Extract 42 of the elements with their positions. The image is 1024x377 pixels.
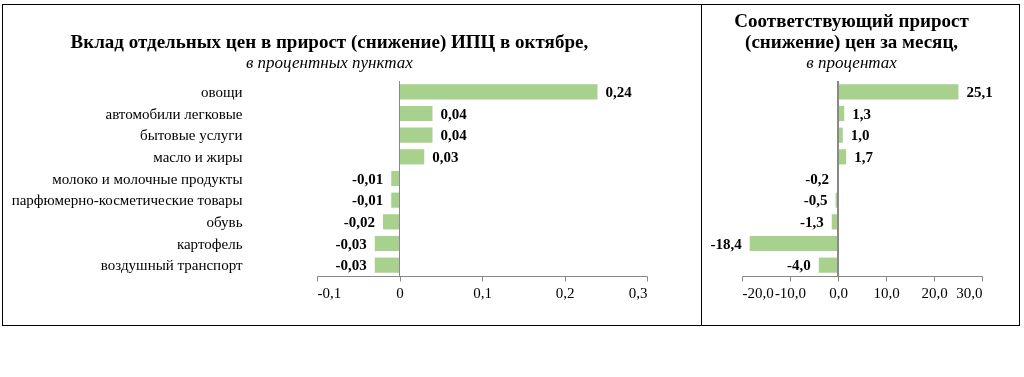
data-label: -0,02 — [343, 213, 375, 230]
y-tick-label: воздушный транспорт — [100, 257, 243, 274]
x-tick-label: -10,0 — [774, 284, 807, 301]
data-label: 1,0 — [850, 127, 870, 144]
x-tick-label: 0,0 — [829, 284, 848, 301]
data-label: -4,0 — [787, 257, 811, 274]
data-label: 1,7 — [854, 148, 874, 165]
data-label: 25,1 — [966, 83, 993, 100]
x-tick-label: -20,0 — [742, 284, 774, 301]
data-label: 1,3 — [852, 105, 871, 122]
data-label: 0,24 — [605, 83, 633, 100]
x-tick-label: 10,0 — [873, 284, 900, 301]
data-label: -18,4 — [710, 235, 743, 252]
data-label: -1,3 — [800, 213, 824, 230]
data-label: 0,03 — [432, 148, 459, 165]
x-tick-label: 0 — [396, 284, 404, 301]
chart-subtitle: в процентах — [806, 52, 898, 72]
x-tick-label: 0,2 — [555, 284, 575, 301]
y-tick-label: бытовые услуги — [140, 127, 243, 144]
data-label: -0,01 — [352, 192, 384, 209]
y-tick-label: обувь — [206, 213, 243, 230]
data-label: -0,2 — [805, 170, 830, 187]
x-tick-label: 20,0 — [921, 284, 948, 301]
y-tick-label: автомобили легковые — [105, 105, 243, 122]
y-tick-label: овощи — [200, 83, 243, 100]
data-label: 0,04 — [440, 127, 468, 144]
chart-title: Соответствующий прирост (снижение) цен за месяц, — [734, 9, 970, 53]
y-tick-label: картофель — [176, 235, 243, 252]
x-tick-label: 30,0 — [956, 284, 983, 301]
chart-subtitle: в процентных пунктах — [245, 52, 414, 72]
data-label: 0,04 — [440, 105, 468, 122]
data-label: -0,03 — [335, 235, 367, 252]
y-tick-label: молоко и молочные продукты — [52, 170, 243, 187]
chart-title: Вклад отдельных цен в прирост (снижение) ИПЦ в октябре, — [70, 30, 589, 53]
x-tick-label: 0,1 — [473, 284, 492, 301]
x-tick-label: -0,1 — [317, 284, 342, 301]
y-tick-label: парфюмерно-косметические товары — [11, 192, 243, 209]
data-label: -0,01 — [352, 170, 384, 187]
y-tick-label: масло и жиры — [153, 148, 243, 165]
data-label: -0,5 — [803, 192, 828, 209]
data-label: -0,03 — [335, 257, 367, 274]
x-tick-label: 0,3 — [628, 284, 648, 301]
